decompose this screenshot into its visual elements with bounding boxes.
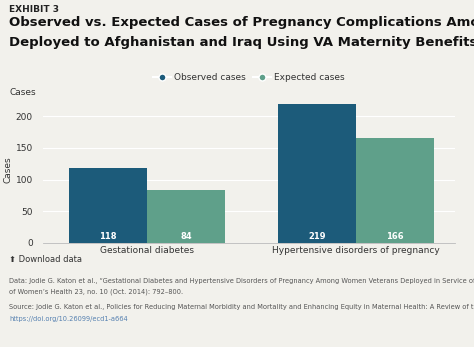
Bar bbox=[356, 138, 434, 243]
Text: https://doi.org/10.26099/ecd1-a664: https://doi.org/10.26099/ecd1-a664 bbox=[9, 316, 128, 322]
Text: 166: 166 bbox=[386, 232, 404, 241]
Y-axis label: Cases: Cases bbox=[4, 157, 13, 183]
Text: Observed vs. Expected Cases of Pregnancy Complications Among Veterans: Observed vs. Expected Cases of Pregnancy… bbox=[9, 16, 474, 28]
Text: Data: Jodie G. Katon et al., “Gestational Diabetes and Hypertensive Disorders of: Data: Jodie G. Katon et al., “Gestationa… bbox=[9, 278, 474, 283]
Text: EXHIBIT 3: EXHIBIT 3 bbox=[9, 5, 59, 14]
Text: of Women’s Health 23, no. 10 (Oct. 2014): 792–800.: of Women’s Health 23, no. 10 (Oct. 2014)… bbox=[9, 288, 183, 295]
Text: Cases: Cases bbox=[9, 88, 36, 98]
Text: Deployed to Afghanistan and Iraq Using VA Maternity Benefits: Deployed to Afghanistan and Iraq Using V… bbox=[9, 36, 474, 49]
Bar bbox=[278, 104, 356, 243]
Text: 118: 118 bbox=[99, 232, 117, 241]
Text: 84: 84 bbox=[181, 232, 192, 241]
Bar bbox=[147, 190, 225, 243]
Text: ⬆ Download data: ⬆ Download data bbox=[9, 255, 82, 264]
Bar bbox=[69, 168, 147, 243]
Text: Source: Jodie G. Katon et al., Policies for Reducing Maternal Morbidity and Mort: Source: Jodie G. Katon et al., Policies … bbox=[9, 304, 474, 310]
Text: 219: 219 bbox=[308, 232, 326, 241]
Legend: Observed cases, Expected cases: Observed cases, Expected cases bbox=[150, 70, 348, 86]
